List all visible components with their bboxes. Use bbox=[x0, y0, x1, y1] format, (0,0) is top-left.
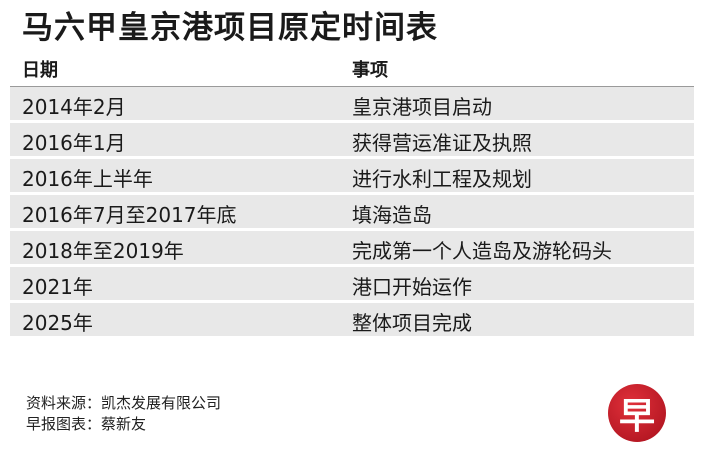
row-date: 2016年上半年 bbox=[22, 167, 153, 191]
row-date: 2016年1月 bbox=[22, 131, 126, 155]
row-date: 2014年2月 bbox=[22, 95, 126, 119]
row-item: 进行水利工程及规划 bbox=[352, 167, 532, 191]
credit-note: 早报图表：蔡新友 bbox=[26, 415, 147, 433]
table-row: 2014年2月 皇京港项目启动 bbox=[10, 87, 694, 120]
schedule-table: 2014年2月 皇京港项目启动 2016年1月 获得营运准证及执照 2016年上半年… bbox=[10, 86, 694, 339]
table-row: 2021年 港口开始运作 bbox=[10, 267, 694, 300]
row-date: 2025年 bbox=[22, 311, 93, 335]
table-row: 2025年 整体项目完成 bbox=[10, 303, 694, 336]
row-item: 填海造岛 bbox=[352, 203, 432, 227]
header-item: 事项 bbox=[352, 60, 388, 81]
zaobao-logo: 早 bbox=[608, 384, 666, 442]
row-date: 2021年 bbox=[22, 275, 93, 299]
row-date: 2016年7月至2017年底 bbox=[22, 203, 237, 227]
table-row: 2016年上半年 进行水利工程及规划 bbox=[10, 159, 694, 192]
table-row: 2016年1月 获得营运准证及执照 bbox=[10, 123, 694, 156]
row-date: 2018年至2019年 bbox=[22, 239, 184, 263]
row-item: 整体项目完成 bbox=[352, 311, 472, 335]
table-row: 2018年至2019年 完成第一个人造岛及游轮码头 bbox=[10, 231, 694, 264]
row-item: 完成第一个人造岛及游轮码头 bbox=[352, 239, 612, 263]
row-item: 皇京港项目启动 bbox=[352, 95, 492, 119]
source-note: 资料来源：凯杰发展有限公司 bbox=[26, 394, 222, 412]
page-title: 马六甲皇京港项目原定时间表 bbox=[22, 10, 438, 46]
header-date: 日期 bbox=[22, 60, 58, 81]
table-row: 2016年7月至2017年底 填海造岛 bbox=[10, 195, 694, 228]
row-item: 港口开始运作 bbox=[352, 275, 472, 299]
row-item: 获得营运准证及执照 bbox=[352, 131, 532, 155]
